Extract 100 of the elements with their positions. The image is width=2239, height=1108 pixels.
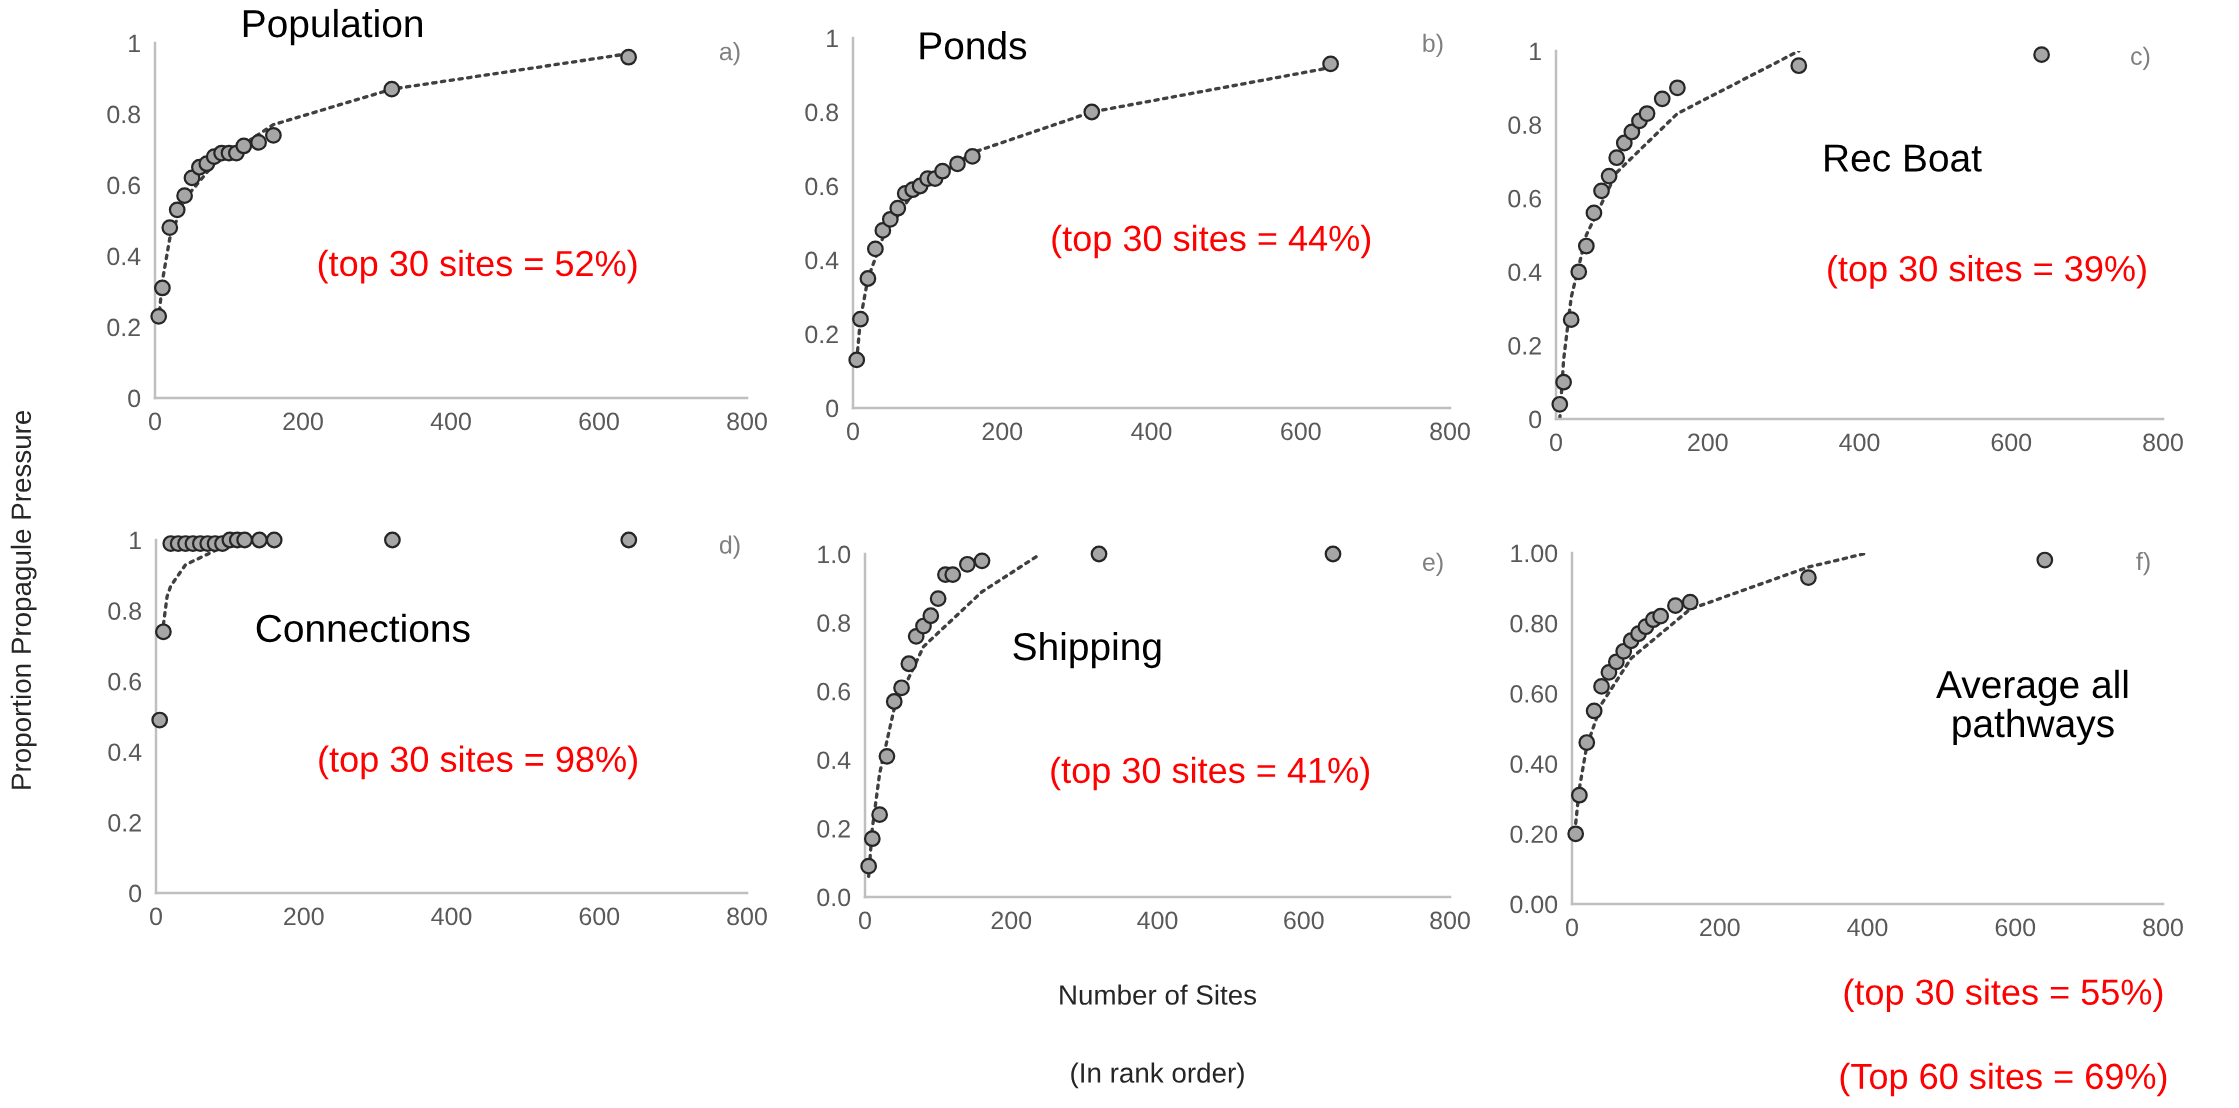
- y-tick-label: 1.0: [818, 545, 851, 564]
- point: [1567, 825, 1585, 843]
- x-tick-label: 800: [2143, 433, 2183, 452]
- x-tick-label: 400: [430, 412, 471, 431]
- point: [1800, 569, 1817, 586]
- text: (Top 60 sites = 69%): [1840, 1062, 2167, 1097]
- point: [893, 679, 910, 697]
- point: [1652, 607, 1670, 625]
- point: [1571, 786, 1588, 804]
- y-tick-label: 0.00: [1510, 895, 1558, 914]
- point: [973, 552, 991, 570]
- point: [620, 531, 638, 549]
- point: [871, 806, 889, 824]
- x-tick-label: 800: [727, 907, 767, 926]
- y-tick-label: 0.4: [805, 251, 839, 270]
- y-tick-label: 0.2: [805, 325, 838, 344]
- x-tick-label: 600: [579, 907, 620, 926]
- annotation: c): [2131, 46, 2150, 70]
- annotation: (top 30 sites = 98%): [319, 745, 637, 780]
- point: [1562, 311, 1580, 329]
- x-tick-label: 200: [1700, 918, 1740, 937]
- x-tick-label: 200: [1688, 433, 1728, 452]
- annotation: f): [2136, 551, 2150, 576]
- point: [889, 199, 907, 217]
- point: [1653, 90, 1671, 108]
- y-tick-label: 0.20: [1510, 825, 1558, 844]
- x-tick-label: 200: [284, 907, 324, 926]
- point: [620, 48, 637, 66]
- point: [168, 201, 186, 219]
- point: [1593, 182, 1610, 200]
- x-tick-label: 400: [431, 907, 472, 926]
- point: [2033, 46, 2050, 64]
- y-tick-label: 0.40: [1510, 755, 1558, 773]
- text: (In rank order): [1071, 1062, 1244, 1089]
- point: [900, 655, 918, 673]
- point: [958, 555, 976, 573]
- point: [852, 310, 869, 328]
- y-tick-label: 0.8: [1508, 116, 1542, 134]
- point: [866, 240, 884, 258]
- point: [1578, 734, 1596, 751]
- point: [1669, 79, 1686, 97]
- y-tick-label: 0.8: [805, 103, 839, 122]
- point: [250, 134, 267, 151]
- y-tick-label: 0.4: [108, 743, 142, 762]
- point: [863, 830, 881, 848]
- point: [874, 222, 892, 239]
- point: [949, 155, 966, 173]
- x-tick-label: 600: [1284, 911, 1324, 930]
- point: [384, 531, 401, 549]
- chart-title: Ponds: [920, 30, 1027, 60]
- x-tick-label: 800: [1430, 422, 1470, 441]
- point: [2036, 551, 2054, 569]
- y-tick-label: 1: [827, 29, 838, 48]
- point: [1585, 204, 1603, 222]
- y-tick-label: 0.4: [817, 751, 851, 770]
- point: [1083, 103, 1101, 121]
- y-axis-title: Proportion Propagule Pressure: [10, 410, 37, 789]
- y-tick-label: 0.6: [108, 672, 142, 691]
- y-tick-label: 0.6: [817, 682, 851, 701]
- text: (top 30 sites = 55%): [1844, 978, 2163, 1013]
- point: [265, 126, 282, 144]
- point: [1577, 237, 1595, 255]
- annotation: (top 30 sites = 39%): [1828, 254, 2146, 289]
- y-tick-label: 0: [128, 389, 141, 408]
- x-tick-label: 800: [727, 412, 767, 431]
- point: [1608, 149, 1626, 167]
- y-tick-label: 1: [129, 34, 140, 53]
- x-tick-label: 400: [1847, 918, 1888, 937]
- point: [161, 219, 179, 236]
- y-tick-label: 0.60: [1510, 685, 1558, 703]
- point: [265, 531, 283, 549]
- point: [859, 270, 877, 287]
- x-tick-label: 600: [1995, 918, 2036, 937]
- point: [1790, 57, 1808, 75]
- x-tick-label: 400: [1131, 422, 1172, 441]
- point: [1322, 55, 1339, 73]
- point: [1324, 545, 1342, 563]
- y-tick-label: 0.8: [107, 105, 141, 124]
- chart-title: Population: [243, 8, 422, 46]
- point: [848, 351, 866, 369]
- y-tick-label: 0.6: [107, 176, 141, 195]
- point: [151, 711, 169, 729]
- annotation: b): [1423, 33, 1443, 58]
- annotation: (top 30 sites = 41%): [1051, 756, 1369, 791]
- point: [1638, 105, 1656, 122]
- point: [1681, 593, 1699, 611]
- y-tick-label: 1.00: [1511, 544, 1558, 563]
- y-tick-label: 1: [130, 531, 141, 550]
- point: [934, 162, 951, 180]
- annotation: a): [719, 42, 740, 66]
- point: [1555, 373, 1572, 391]
- point: [878, 747, 896, 765]
- y-tick-label: 0.6: [1508, 189, 1542, 208]
- point: [944, 566, 962, 583]
- y-tick-label: 0.8: [817, 614, 851, 632]
- annotation: e): [1422, 552, 1443, 576]
- point: [251, 531, 268, 549]
- y-tick-label: 0.2: [817, 820, 850, 838]
- point: [154, 279, 171, 297]
- annotation: (top 30 sites = 52%): [318, 249, 637, 284]
